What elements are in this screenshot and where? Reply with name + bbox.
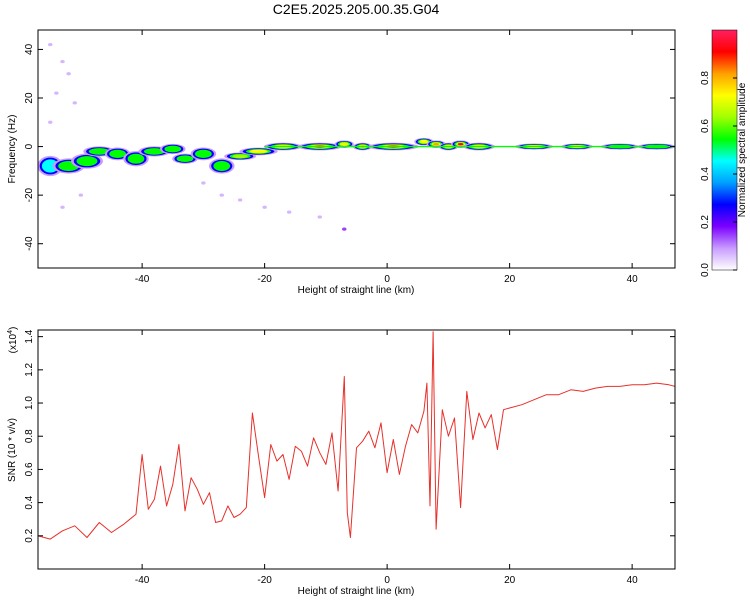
snr-y-tick-label: 1.4 [24, 329, 35, 343]
spectrogram-contour [127, 153, 145, 164]
spectrogram-contour [176, 155, 194, 163]
spectrogram-contour [76, 156, 98, 167]
spectrogram-speck [78, 193, 84, 197]
snr-scale-suffix: ) [8, 327, 19, 330]
spectrogram-contour [213, 161, 231, 171]
snr-scale-exponent: 4 [7, 330, 14, 334]
spectrogram-speck [286, 210, 292, 214]
spectrogram-blob [159, 143, 186, 155]
colorbar: 0.0 0.2 0.4 0.6 0.8 Normalized spectral ampl… [700, 29, 748, 277]
spectrogram-speck [201, 181, 206, 185]
spectrogram-speck [262, 205, 267, 209]
spectrogram-speck [48, 42, 53, 47]
snr-y-tick-label: 0.8 [24, 429, 35, 443]
snr-y-tick-label: 0.4 [24, 495, 35, 509]
spectrogram-heatmap [38, 42, 675, 231]
snr-scale-label: (x104) [7, 327, 19, 354]
spectrogram-speck [317, 215, 322, 219]
spectrogram-speck [72, 101, 77, 105]
spectrogram-contour [164, 145, 182, 153]
spectrogram-x-tick-label: 20 [504, 274, 516, 285]
snr-panel: -40 -20 0 20 40 0.2 0.4 0.6 0.8 1.0 1.2 1.4 Height … [7, 327, 676, 597]
spectrogram-contour [109, 149, 126, 158]
snr-y-tick-label: 0.2 [24, 528, 35, 542]
spectrogram-speck [54, 91, 59, 95]
spectrogram-x-tick-label: -20 [257, 274, 272, 285]
spectrogram-y-axis-label: Frequency (Hz) [7, 115, 18, 184]
spectrogram-ticks: -40 -20 0 20 40 40 20 0 -20 -40 [24, 30, 675, 285]
snr-x-tick-label: 20 [504, 575, 516, 586]
colorbar-frame [711, 29, 738, 271]
spectrogram-blob [190, 147, 217, 161]
spectrogram-panel: -40 -20 0 20 40 40 20 0 -20 -40 Height of straigh… [7, 29, 676, 296]
spectrogram-x-tick-label: 0 [384, 274, 390, 285]
snr-x-tick-label: -20 [257, 575, 272, 586]
snr-x-axis-label: Height of straight line (km) [298, 586, 415, 597]
spectrogram-contour [339, 142, 349, 146]
spectrogram-contour [249, 149, 268, 154]
snr-frame [37, 329, 676, 570]
spectrogram-blob [208, 158, 235, 174]
snr-series-line [38, 331, 675, 540]
colorbar-tick-label: 0.8 [700, 71, 711, 85]
snr-x-tick-label: -40 [135, 575, 150, 586]
spectrogram-contour [195, 149, 212, 158]
spectrogram-blob [123, 151, 149, 167]
spectrogram-speck [48, 120, 53, 124]
spectrogram-y-tick-label: 40 [24, 43, 35, 55]
spectrogram-speck [60, 205, 65, 209]
colorbar-ticks: 0.0 0.2 0.4 0.6 0.8 [700, 71, 737, 277]
snr-y-tick-label: 1.0 [24, 396, 35, 410]
snr-x-tick-label: 0 [384, 575, 390, 586]
spectrogram-contour [232, 154, 248, 159]
spectrogram-contour [457, 142, 464, 146]
spectrogram-x-axis-label: Height of straight line (km) [298, 285, 415, 296]
spectrogram-y-tick-label: -20 [24, 187, 35, 202]
chart-title: C2E5.2025.205.00.35.G04 [273, 1, 440, 17]
spectrogram-speck [219, 193, 224, 197]
colorbar-tick-label: 0.6 [700, 119, 711, 133]
spectrogram-speck [66, 72, 71, 76]
spectrogram-speck [60, 59, 65, 64]
colorbar-gradient [712, 30, 737, 270]
spectrogram-y-tick-label: 0 [24, 143, 35, 149]
spectrogram-x-tick-label: 40 [627, 274, 639, 285]
colorbar-tick-label: 0.2 [700, 215, 711, 229]
spectrogram-contour [419, 139, 429, 144]
snr-x-tick-label: 40 [627, 575, 639, 586]
spectrogram-speck [237, 198, 243, 202]
spectrogram-y-tick-label: -40 [24, 236, 35, 251]
spectrogram-y-tick-label: 20 [24, 92, 35, 104]
spectrogram-contour [433, 142, 440, 146]
spectrogram-blob [70, 153, 104, 169]
snr-y-tick-label: 1.2 [24, 362, 35, 376]
spectrogram-contour [88, 148, 110, 155]
snr-y-axis-label: SNR (10 * v/v) [7, 418, 18, 482]
spectrogram-x-tick-label: -40 [135, 274, 150, 285]
snr-plot-area [38, 331, 675, 540]
snr-y-tick-label: 0.6 [24, 462, 35, 476]
spectrogram-blob [172, 153, 198, 164]
spectrogram-speck [342, 227, 347, 231]
colorbar-tick-label: 0.4 [700, 167, 711, 181]
colorbar-tick-label: 0.0 [700, 263, 711, 277]
spectrogram-contour [143, 148, 165, 155]
snr-ticks: -40 -20 0 20 40 0.2 0.4 0.6 0.8 1.0 1.2 1.4 [24, 329, 675, 586]
spectrogram-frame [37, 29, 676, 269]
snr-scale-prefix: (x10 [8, 333, 19, 353]
colorbar-label: Normalized spectral amplitude [737, 82, 748, 217]
spectrogram-blob [239, 147, 278, 156]
